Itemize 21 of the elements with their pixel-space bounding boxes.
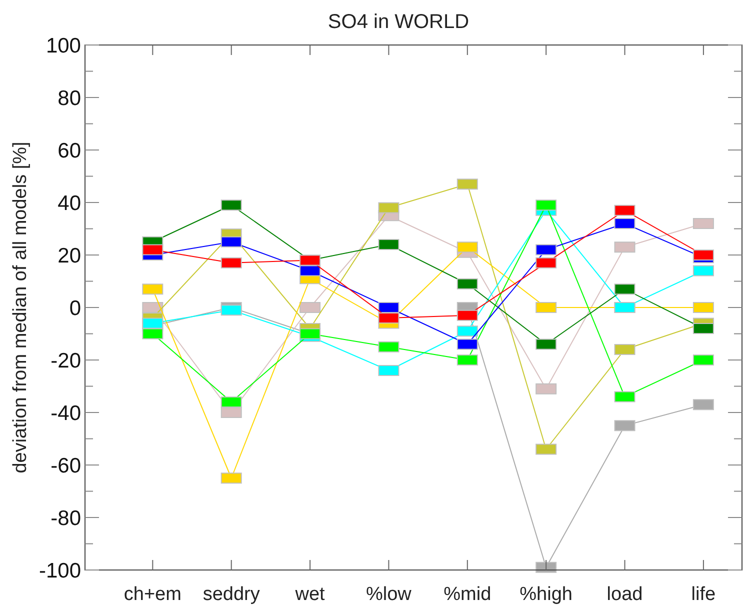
y-tick-label: 0 [69,296,81,320]
y-tick-label: 100 [46,34,81,58]
y-tick-label: -40 [50,402,81,425]
y-tick-label: -60 [50,454,81,478]
y-tick-label: -100 [38,559,81,582]
y-tick-label: 60 [58,139,81,162]
x-tick-label: %high [520,584,572,605]
x-tick-label: %mid [444,584,492,605]
x-tick-label: life [691,584,716,605]
chart-title: SO4 in WORLD [328,11,470,33]
x-tick-label: load [606,584,643,605]
y-tick-label: -20 [50,349,81,372]
x-tick-label: %low [366,584,412,605]
y-tick-label: -80 [50,506,81,530]
y-tick-label: 80 [58,86,81,110]
y-axis-title: deviation from median of all models [%] [10,142,31,474]
x-tick-label: seddry [202,584,260,605]
x-tick-label: ch+em [124,584,182,605]
x-tick-label: wet [294,584,326,605]
y-tick-label: 40 [58,192,81,215]
y-tick-label: 20 [58,244,81,268]
